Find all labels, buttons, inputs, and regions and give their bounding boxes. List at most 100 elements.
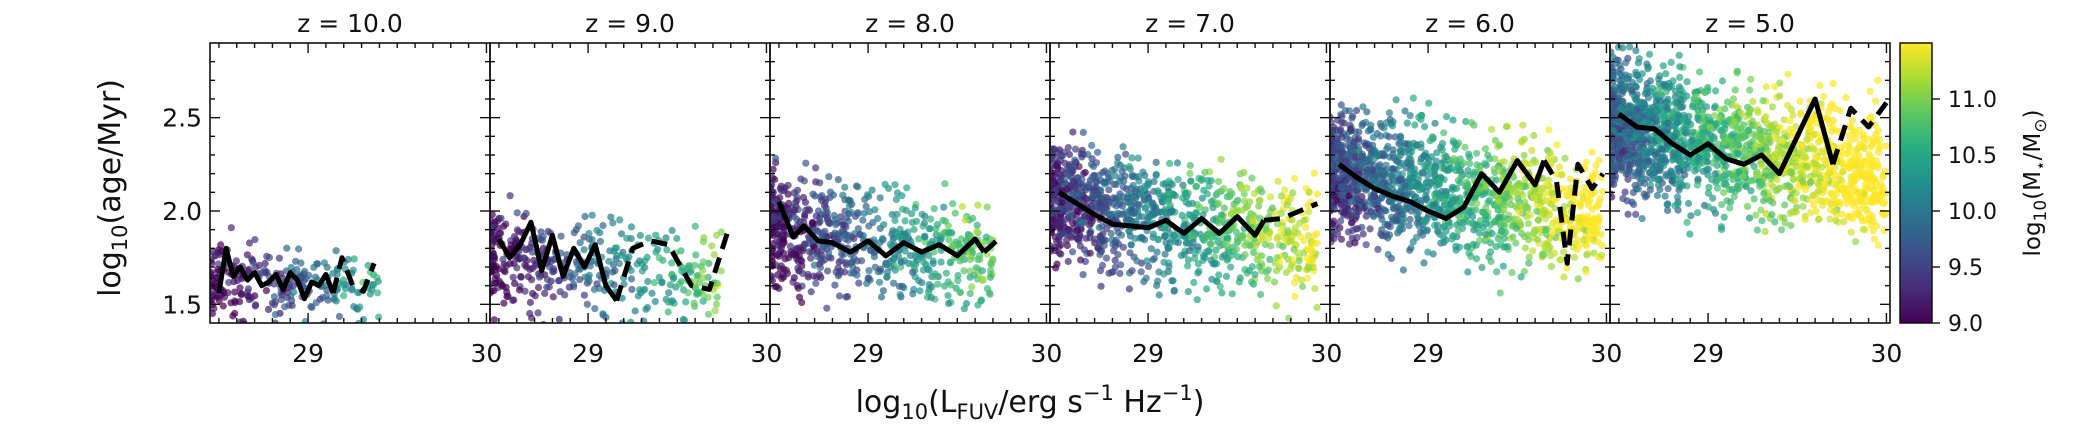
scatter-point xyxy=(1433,221,1441,229)
scatter-point xyxy=(1264,266,1272,274)
scatter-point xyxy=(825,173,833,181)
scatter-point xyxy=(1496,141,1504,149)
scatter-point xyxy=(1304,232,1312,240)
scatter-point xyxy=(249,326,256,333)
scatter-point xyxy=(1481,189,1489,197)
scatter-point xyxy=(1091,235,1099,243)
scatter-point xyxy=(1472,255,1481,263)
scatter-point xyxy=(1420,259,1428,267)
scatter-point xyxy=(890,255,898,263)
scatter-point xyxy=(814,247,822,255)
scatter-point xyxy=(841,196,849,204)
scatter-point xyxy=(794,264,802,272)
scatter-point xyxy=(1103,225,1111,233)
scatter-point xyxy=(666,281,674,289)
scatter-point xyxy=(694,289,702,297)
scatter-point xyxy=(1336,125,1345,133)
scatter-point xyxy=(1063,241,1071,250)
scatter-point xyxy=(1184,262,1192,270)
scatter-point xyxy=(1470,170,1478,179)
scatter-point xyxy=(1126,249,1134,257)
scatter-point xyxy=(1432,157,1440,165)
scatter-point xyxy=(1337,149,1345,157)
scatter-point xyxy=(941,217,949,225)
scatter-point xyxy=(1228,251,1236,259)
scatter-point xyxy=(1216,242,1224,250)
scatter-point xyxy=(1358,121,1366,129)
scatter-point xyxy=(1396,224,1404,232)
scatter-point xyxy=(1426,180,1434,189)
scatter-point xyxy=(525,245,533,253)
x-tick-label: 30 xyxy=(751,339,783,368)
scatter-point xyxy=(1308,255,1317,263)
scatter-point xyxy=(949,200,957,208)
scatter-point xyxy=(1786,125,1794,133)
scatter-point xyxy=(1495,197,1503,205)
scatter-point xyxy=(1336,224,1344,232)
scatter-point xyxy=(1192,183,1200,191)
scatter-point xyxy=(1238,182,1246,190)
scatter-point xyxy=(1747,187,1755,195)
panel-title: z = 7.0 xyxy=(1145,9,1235,38)
scatter-points xyxy=(1050,128,1321,322)
scatter-point xyxy=(1170,286,1178,294)
scatter-point xyxy=(847,269,855,277)
scatter-point xyxy=(1108,166,1116,174)
scatter-point xyxy=(655,254,663,262)
scatter-point xyxy=(1299,282,1307,291)
scatter-point xyxy=(1347,127,1355,135)
scatter-point xyxy=(1731,86,1739,94)
scatter-point xyxy=(1076,190,1085,198)
scatter-point xyxy=(1525,253,1533,261)
scatter-point xyxy=(1384,250,1392,259)
scatter-point xyxy=(780,223,788,231)
scatter-point xyxy=(1350,150,1359,159)
scatter-point xyxy=(1058,199,1066,207)
scatter-point xyxy=(778,275,786,283)
scatter-point xyxy=(1588,148,1596,156)
scatter-point xyxy=(812,212,820,220)
scatter-point xyxy=(648,289,656,297)
scatter-point xyxy=(891,228,899,236)
median-line-solid xyxy=(216,245,336,302)
scatter-point xyxy=(490,210,496,219)
scatter-point xyxy=(978,267,986,275)
scatter-point xyxy=(1105,269,1113,277)
scatter-point xyxy=(1588,172,1596,180)
scatter-point xyxy=(1305,208,1313,216)
scatter-point xyxy=(261,259,269,267)
scatter-point xyxy=(960,267,968,275)
scatter-point xyxy=(1254,252,1262,260)
scatter-point xyxy=(951,209,959,217)
x-tick-label: 29 xyxy=(572,339,604,368)
scatter-point xyxy=(636,257,644,265)
scatter-point xyxy=(874,214,882,223)
scatter-point xyxy=(1305,189,1313,197)
scatter-point xyxy=(323,263,331,271)
scatter-point xyxy=(954,271,962,280)
scatter-point xyxy=(1440,239,1448,247)
scatter-point xyxy=(699,274,707,282)
scatter-point xyxy=(1264,275,1272,283)
scatter-point xyxy=(1267,242,1275,250)
scatter-point xyxy=(1545,126,1553,134)
scatter-point xyxy=(1358,150,1366,158)
scatter-point xyxy=(610,281,618,289)
scatter-point xyxy=(850,235,858,243)
scatter-point xyxy=(848,200,856,208)
scatter-point xyxy=(1560,273,1568,281)
scatter-point xyxy=(1134,154,1142,162)
scatter-point xyxy=(1518,137,1526,145)
scatter-point xyxy=(1128,207,1136,215)
scatter-point xyxy=(1433,149,1441,157)
scatter-point xyxy=(1258,188,1266,196)
scatter-point xyxy=(1406,112,1414,120)
scatter-point xyxy=(904,235,912,243)
scatter-point xyxy=(779,249,788,257)
scatter-point xyxy=(348,284,356,292)
scatter-point xyxy=(1390,204,1398,212)
scatter-point xyxy=(1515,179,1523,188)
scatter-point xyxy=(941,180,949,188)
scatter-point xyxy=(1574,275,1582,283)
scatter-point xyxy=(966,255,975,264)
